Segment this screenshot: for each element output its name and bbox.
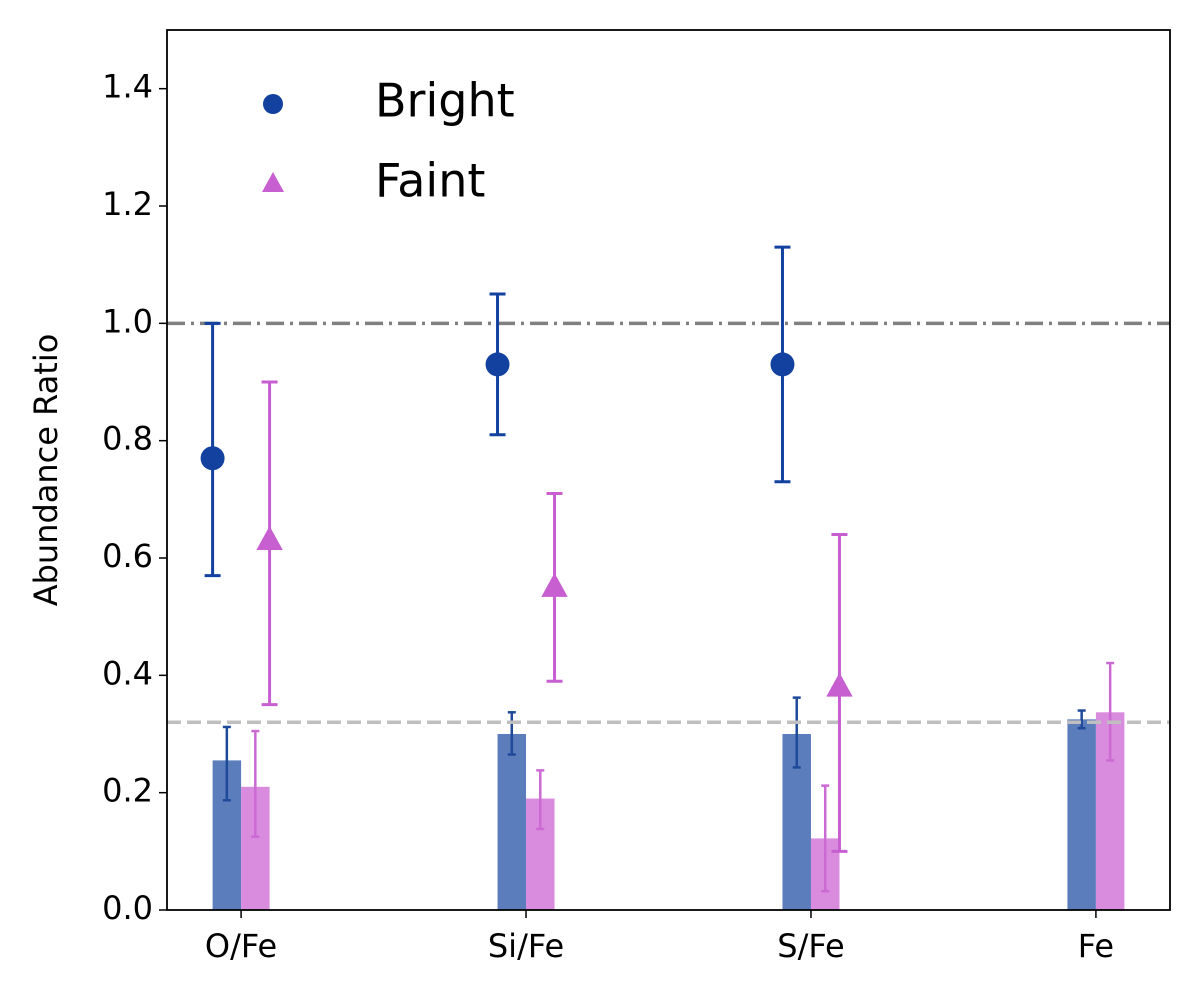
legend-label: Bright [375, 74, 515, 128]
y-tick-label: 1.2 [102, 185, 153, 223]
y-tick-label: 1.4 [102, 68, 153, 106]
legend-label: Faint [375, 154, 485, 208]
point [256, 526, 283, 550]
point [541, 572, 568, 597]
x-tick-label: S/Fe [777, 927, 844, 965]
point [485, 352, 510, 377]
y-tick-label: 0.8 [102, 420, 153, 458]
legend-marker [262, 172, 284, 192]
y-tick-label: 0.4 [102, 654, 153, 692]
y-tick-label: 1.0 [102, 302, 153, 340]
bar [497, 734, 527, 910]
legend-marker [263, 94, 283, 114]
x-tick-label: Fe [1078, 927, 1114, 965]
point [770, 352, 795, 377]
point [826, 672, 853, 697]
point [200, 446, 225, 471]
plot-frame [166, 29, 1171, 911]
y-tick-label: 0.2 [102, 772, 153, 810]
y-axis-label: Abundance Ratio [27, 334, 65, 607]
x-tick-label: Si/Fe [488, 927, 564, 965]
y-tick-label: 0.6 [102, 537, 153, 575]
x-tick-label: O/Fe [205, 927, 277, 965]
y-tick-label: 0.0 [102, 889, 153, 927]
bar [1067, 719, 1096, 910]
